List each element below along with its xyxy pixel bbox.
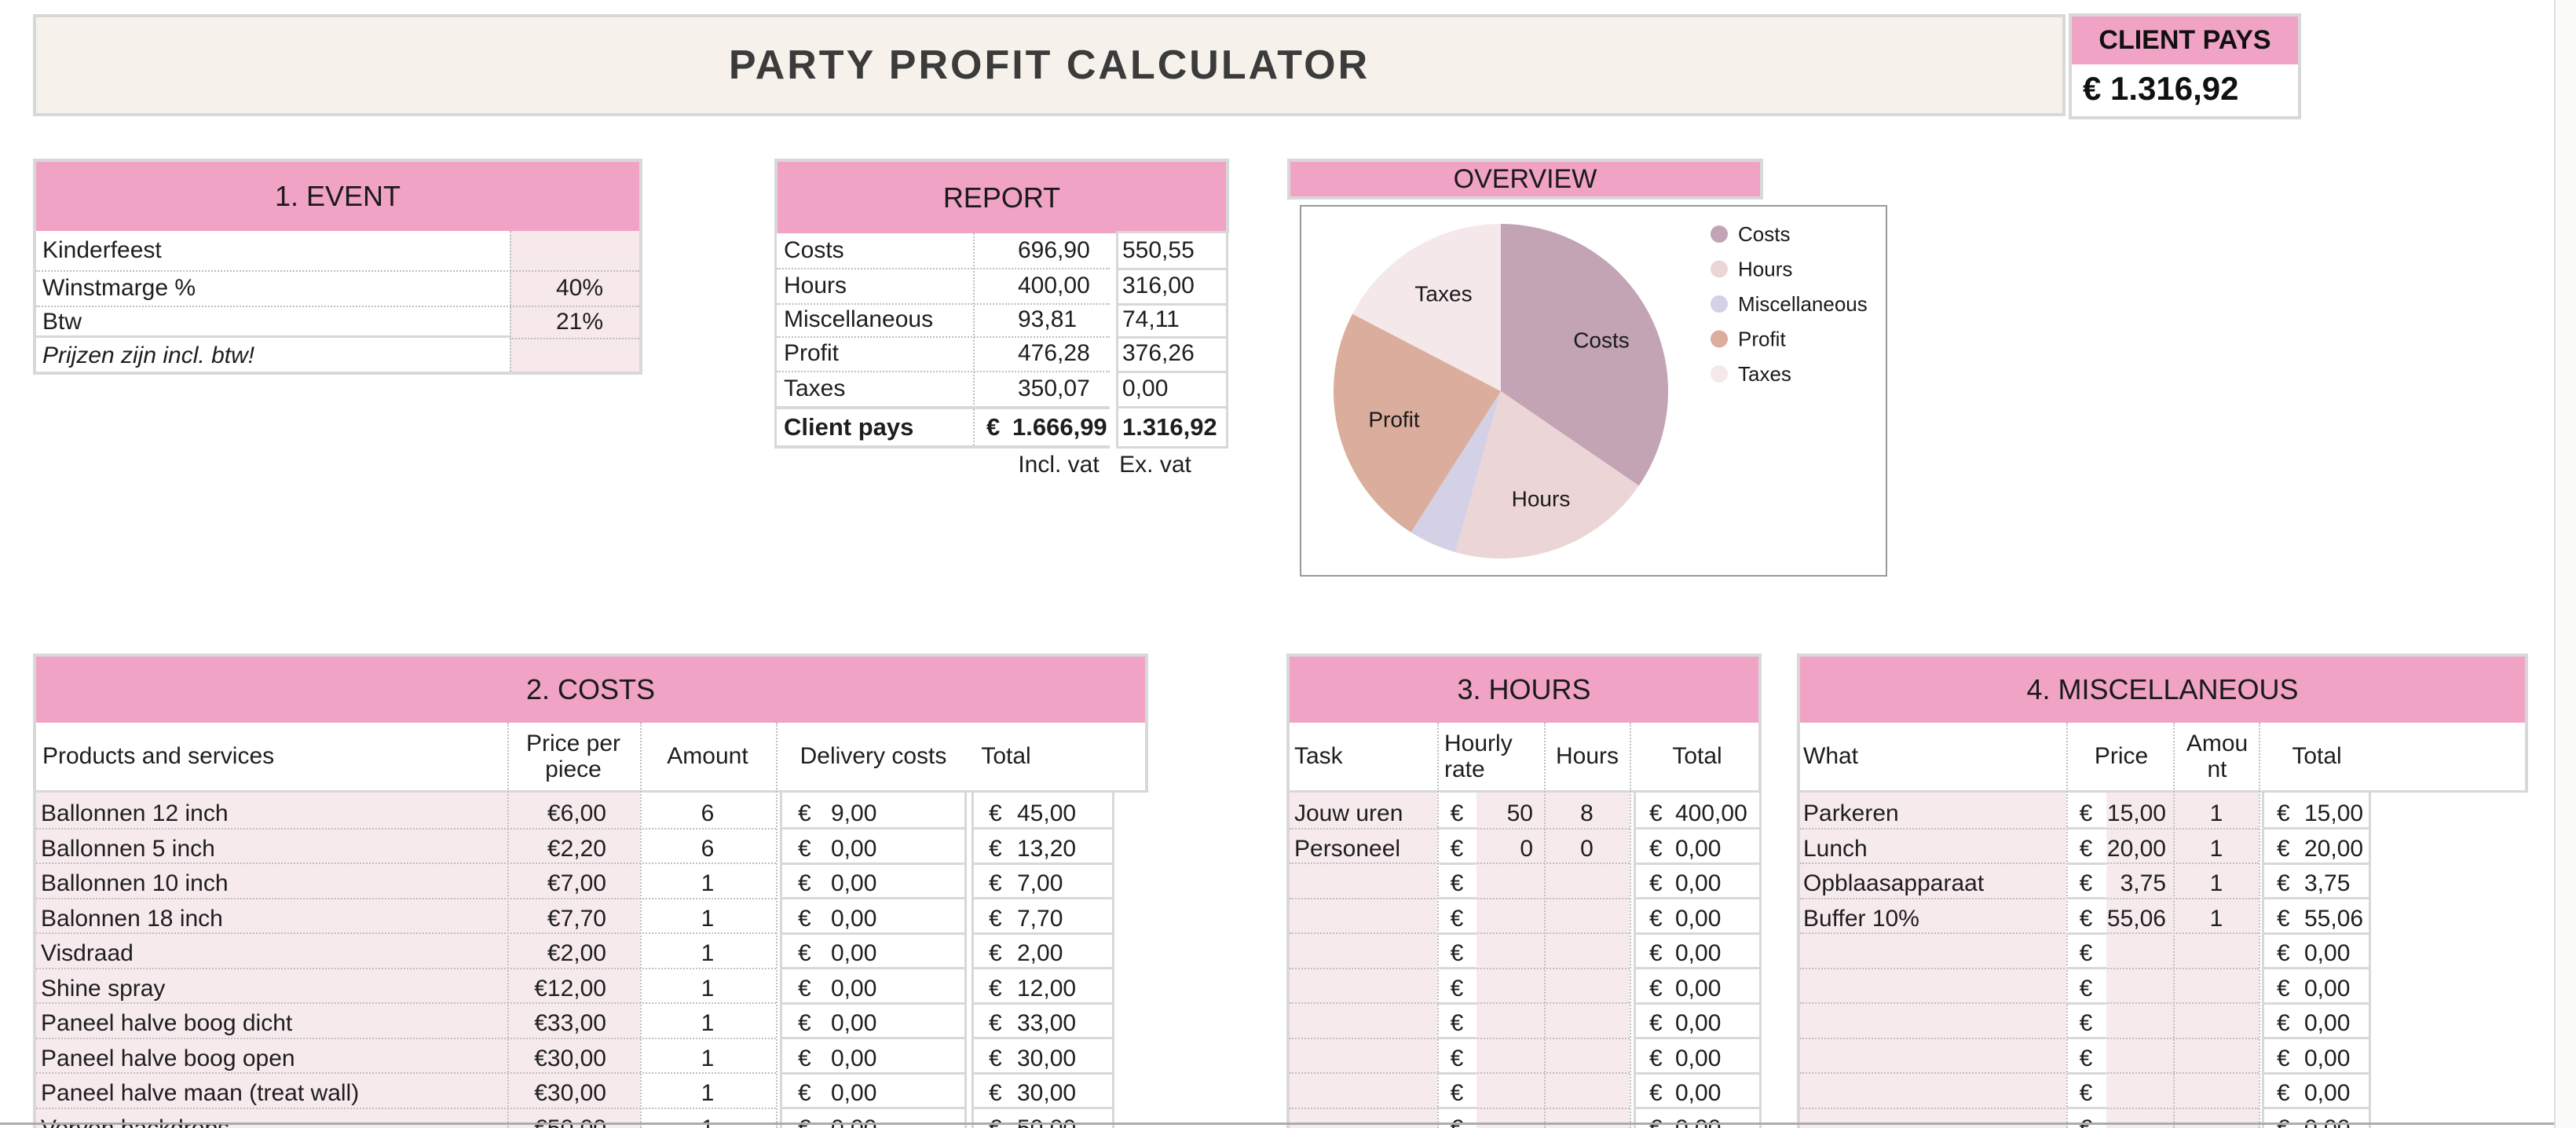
- svg-text:Profit: Profit: [1738, 328, 1786, 351]
- svg-text:Miscellaneous: Miscellaneous: [1738, 292, 1868, 316]
- svg-text:Profit: Profit: [1368, 408, 1420, 432]
- svg-text:Costs: Costs: [1738, 222, 1790, 246]
- svg-text:Hours: Hours: [1512, 487, 1571, 511]
- svg-text:Costs: Costs: [1573, 328, 1630, 353]
- svg-text:Taxes: Taxes: [1414, 282, 1472, 306]
- svg-text:Taxes: Taxes: [1738, 362, 1791, 386]
- svg-text:Hours: Hours: [1738, 258, 1792, 281]
